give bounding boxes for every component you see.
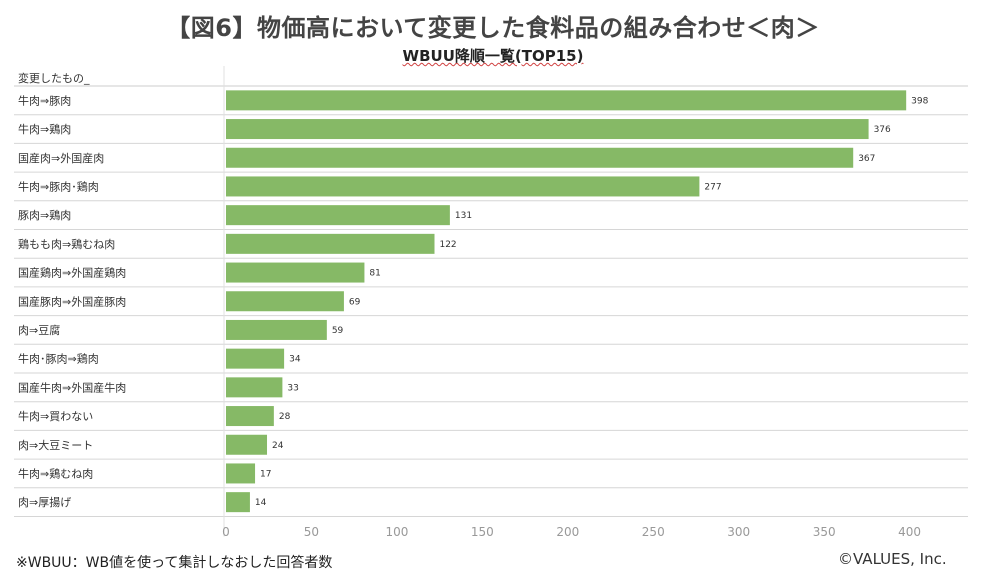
bar [226,262,365,283]
bar [226,147,854,168]
bar [226,233,435,254]
value-label: 81 [369,269,380,279]
value-label: 24 [272,441,284,451]
value-label: 122 [439,240,456,250]
chart-subtitle-text: WBUU降順一覧(TOP15) [402,47,584,65]
bar [226,463,256,484]
value-label: 17 [260,469,271,479]
bar [226,492,250,513]
bar [226,119,869,140]
category-label: 牛肉･豚肉⇒鶏肉 [18,352,99,366]
category-label: 鶏もも肉⇒鶏むね肉 [18,237,115,251]
value-label: 376 [874,125,891,135]
bar [226,90,907,111]
value-label: 131 [455,211,472,221]
category-label: 牛肉⇒豚肉 [18,93,71,107]
bar [226,205,450,226]
category-label: 牛肉⇒豚肉･鶏肉 [18,179,99,193]
category-label: 国産肉⇒外国産肉 [18,152,104,165]
category-label: 国産豚肉⇒外国産豚肉 [18,295,126,308]
value-label: 28 [279,412,291,422]
value-label: 367 [858,154,875,164]
value-label: 33 [287,383,298,393]
value-label: 398 [911,96,928,106]
value-label: 69 [349,297,361,307]
x-tick-label: 150 [471,525,494,539]
value-label: 14 [255,498,267,508]
column-header: 変更したもの_ [18,72,90,85]
copyright: ©VALUES, Inc. [838,550,947,568]
chart-title: 【図6】物価高において変更した食料品の組み合わせ＜肉＞ [166,14,820,42]
value-label: 59 [332,326,344,336]
x-tick-label: 250 [642,525,665,539]
x-tick-label: 50 [304,525,319,539]
category-label: 国産鶏肉⇒外国産鶏肉 [18,266,126,280]
category-label: 牛肉⇒買わない [18,409,93,423]
chart-subtitle: WBUU降順一覧(TOP15) [0,45,986,66]
category-label: 国産牛肉⇒外国産牛肉 [18,380,126,394]
value-label: 34 [289,355,301,365]
bar [226,377,283,398]
bar [226,348,285,369]
x-tick-label: 200 [556,525,579,539]
category-label: 肉⇒大豆ミート [18,438,93,452]
category-label: 肉⇒豆腐 [18,323,60,337]
bar [226,406,274,427]
bar [226,176,700,197]
category-label: 肉⇒厚揚げ [18,496,71,509]
value-label: 277 [704,182,721,192]
category-label: 豚肉⇒鶏肉 [18,208,71,222]
category-label: 牛肉⇒鶏肉 [18,122,71,136]
bar [226,434,268,455]
x-tick-label: 100 [385,525,408,539]
x-tick-label: 400 [898,525,921,539]
category-label: 牛肉⇒鶏むね肉 [18,466,93,480]
bar [226,291,344,312]
x-tick-label: 300 [727,525,750,539]
bar [226,319,327,340]
x-tick-label: 350 [813,525,836,539]
x-tick-label: 0 [222,525,230,539]
footnote: ※WBUU：WB値を使って集計しなおした回答者数 [16,555,333,571]
